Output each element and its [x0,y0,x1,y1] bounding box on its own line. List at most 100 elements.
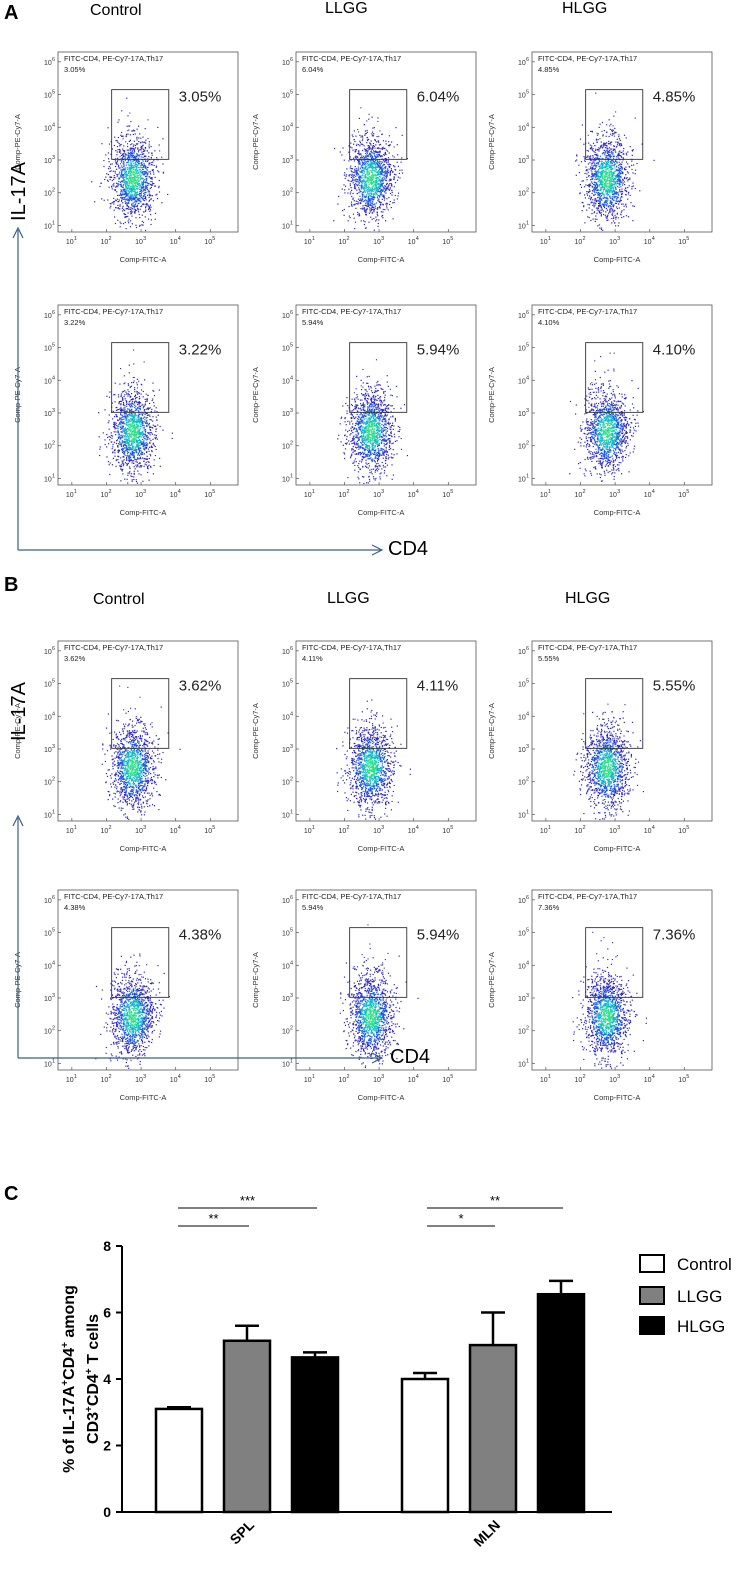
dot [593,168,595,170]
dot [138,180,140,183]
dot [370,162,373,164]
dot [606,175,608,177]
dot [353,143,355,145]
dot [127,428,129,430]
dot [373,195,375,198]
y-tick-exp: 3 [290,155,293,161]
dot [370,199,372,201]
dot [135,159,137,162]
dot [370,166,372,168]
dot [128,408,130,410]
dot [371,189,373,191]
dot [127,133,129,135]
dot [349,184,351,187]
dot [124,176,126,179]
dot [358,188,360,190]
dot [155,166,157,168]
dot [151,181,153,183]
dot [136,426,138,428]
dot [607,180,609,182]
y-tick-base: 10 [44,476,52,483]
dot [121,425,123,427]
dot [586,193,588,195]
dot [123,443,125,445]
dot [369,163,371,165]
dot [144,457,146,460]
dot [596,189,598,191]
dot [144,160,147,162]
dot [608,175,611,177]
gate-dot [369,146,371,148]
dot [146,173,148,176]
dot [131,183,133,185]
dot [121,197,123,199]
gate-dot [355,157,357,159]
dot [594,173,596,175]
dot [609,154,611,156]
dot [365,180,367,182]
dot [606,142,608,144]
dot [354,140,356,143]
dot [117,157,119,159]
dot [606,185,608,187]
dot [129,197,131,199]
dot [359,179,361,181]
dot [130,179,132,181]
dot [100,182,102,184]
dot [155,448,157,451]
dot [390,170,392,172]
dot [119,466,121,468]
dot [382,189,384,191]
dot [384,159,386,161]
dot [150,198,152,200]
dot [364,130,366,132]
dot [131,450,133,452]
dot [375,188,377,190]
dot [595,149,597,151]
dot [599,160,601,162]
dot [602,134,604,136]
dot [623,205,625,207]
dot [576,159,578,161]
dot [120,152,122,154]
dot [118,171,121,173]
dot [138,161,140,163]
dot [614,202,616,204]
dot [591,149,593,151]
gate-dot [371,135,373,137]
dot [124,153,126,155]
dot [148,147,150,149]
dot [149,407,151,409]
dot [364,196,366,199]
dot [120,197,122,199]
dot [620,176,622,178]
gate-percent: 6.04% [417,89,460,106]
dot [147,218,150,220]
gate-dot [610,155,612,157]
dot [365,163,367,165]
dot [625,174,627,176]
dot [131,130,133,132]
y-tick-base: 10 [282,223,290,230]
dot [369,166,371,168]
dot [125,190,127,193]
dot [619,155,621,157]
dot [127,190,129,192]
gate-dot [595,148,597,150]
gate-dot [366,151,368,153]
dot [370,174,372,176]
dot [348,151,350,153]
dot [364,177,366,179]
dot [138,183,140,185]
dot [122,390,125,393]
dot [576,155,578,157]
dot [117,121,119,123]
dot [609,182,611,184]
dot [132,184,134,186]
dot [123,423,125,425]
dot [611,175,613,178]
dot [138,184,140,186]
dot [589,190,591,192]
dot [365,165,367,167]
